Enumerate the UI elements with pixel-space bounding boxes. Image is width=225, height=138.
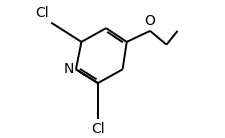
- Text: Cl: Cl: [91, 122, 104, 136]
- Text: O: O: [144, 14, 155, 28]
- Text: N: N: [63, 62, 74, 76]
- Text: Cl: Cl: [35, 6, 48, 20]
